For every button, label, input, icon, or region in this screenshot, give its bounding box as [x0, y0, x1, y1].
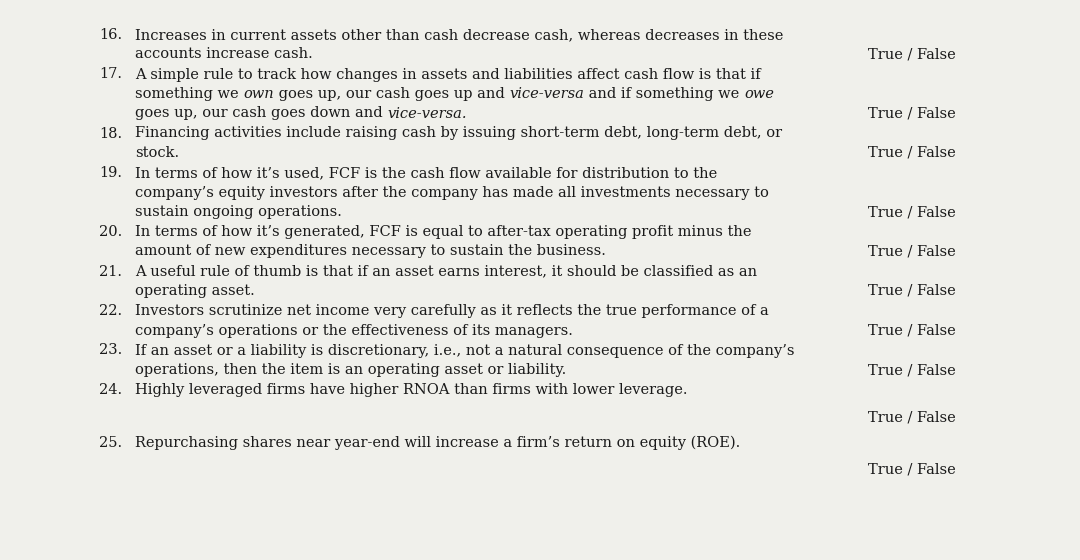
- Text: If an asset or a liability is discretionary, i.e., not a natural consequence of : If an asset or a liability is discretion…: [135, 343, 795, 357]
- Text: 18.: 18.: [99, 127, 122, 141]
- Text: True / False: True / False: [868, 48, 956, 62]
- Text: A simple rule to track how changes in assets and liabilities affect cash flow is: A simple rule to track how changes in as…: [135, 68, 760, 82]
- Text: 19.: 19.: [99, 166, 122, 180]
- Text: operating asset.: operating asset.: [135, 284, 255, 298]
- Text: True / False: True / False: [868, 410, 956, 424]
- Text: 23.: 23.: [98, 343, 122, 357]
- Text: and if something we: and if something we: [584, 87, 744, 101]
- Text: True / False: True / False: [868, 284, 956, 298]
- Text: something we: something we: [135, 87, 243, 101]
- Text: 17.: 17.: [99, 68, 122, 82]
- Text: owe: owe: [744, 87, 774, 101]
- Text: Repurchasing shares near year-end will increase a firm’s return on equity (ROE).: Repurchasing shares near year-end will i…: [135, 436, 740, 450]
- Text: vice-versa: vice-versa: [510, 87, 584, 101]
- Text: Financing activities include raising cash by issuing short-term debt, long-term : Financing activities include raising cas…: [135, 127, 782, 141]
- Text: True / False: True / False: [868, 245, 956, 259]
- Text: True / False: True / False: [868, 146, 956, 160]
- Text: goes up, our cash goes up and: goes up, our cash goes up and: [274, 87, 510, 101]
- Text: own: own: [243, 87, 274, 101]
- Text: True / False: True / False: [868, 106, 956, 120]
- Text: Investors scrutinize net income very carefully as it reflects the true performan: Investors scrutinize net income very car…: [135, 304, 769, 318]
- Text: In terms of how it’s generated, FCF is equal to after-tax operating profit minus: In terms of how it’s generated, FCF is e…: [135, 225, 752, 239]
- Text: accounts increase cash.: accounts increase cash.: [135, 48, 313, 62]
- Text: 16.: 16.: [99, 28, 122, 42]
- Text: sustain ongoing operations.: sustain ongoing operations.: [135, 205, 342, 219]
- Text: 22.: 22.: [99, 304, 122, 318]
- Text: Highly leveraged firms have higher RNOA than firms with lower leverage.: Highly leveraged firms have higher RNOA …: [135, 383, 688, 397]
- Text: amount of new expenditures necessary to sustain the business.: amount of new expenditures necessary to …: [135, 245, 606, 259]
- Text: 20.: 20.: [98, 225, 122, 239]
- Text: True / False: True / False: [868, 363, 956, 377]
- Text: vice-versa.: vice-versa.: [388, 106, 467, 120]
- Text: company’s operations or the effectiveness of its managers.: company’s operations or the effectivenes…: [135, 324, 572, 338]
- Text: 25.: 25.: [99, 436, 122, 450]
- Text: company’s equity investors after the company has made all investments necessary : company’s equity investors after the com…: [135, 185, 769, 199]
- Text: True / False: True / False: [868, 205, 956, 219]
- Text: stock.: stock.: [135, 146, 179, 160]
- Text: operations, then the item is an operating asset or liability.: operations, then the item is an operatin…: [135, 363, 566, 377]
- Text: 24.: 24.: [99, 383, 122, 397]
- Text: Increases in current assets other than cash decrease cash, whereas decreases in : Increases in current assets other than c…: [135, 28, 783, 42]
- Text: 21.: 21.: [99, 264, 122, 278]
- Text: goes up, our cash goes down and: goes up, our cash goes down and: [135, 106, 388, 120]
- Text: True / False: True / False: [868, 324, 956, 338]
- Text: True / False: True / False: [868, 463, 956, 477]
- Text: In terms of how it’s used, FCF is the cash flow available for distribution to th: In terms of how it’s used, FCF is the ca…: [135, 166, 717, 180]
- Text: A useful rule of thumb is that if an asset earns interest, it should be classifi: A useful rule of thumb is that if an ass…: [135, 264, 757, 278]
